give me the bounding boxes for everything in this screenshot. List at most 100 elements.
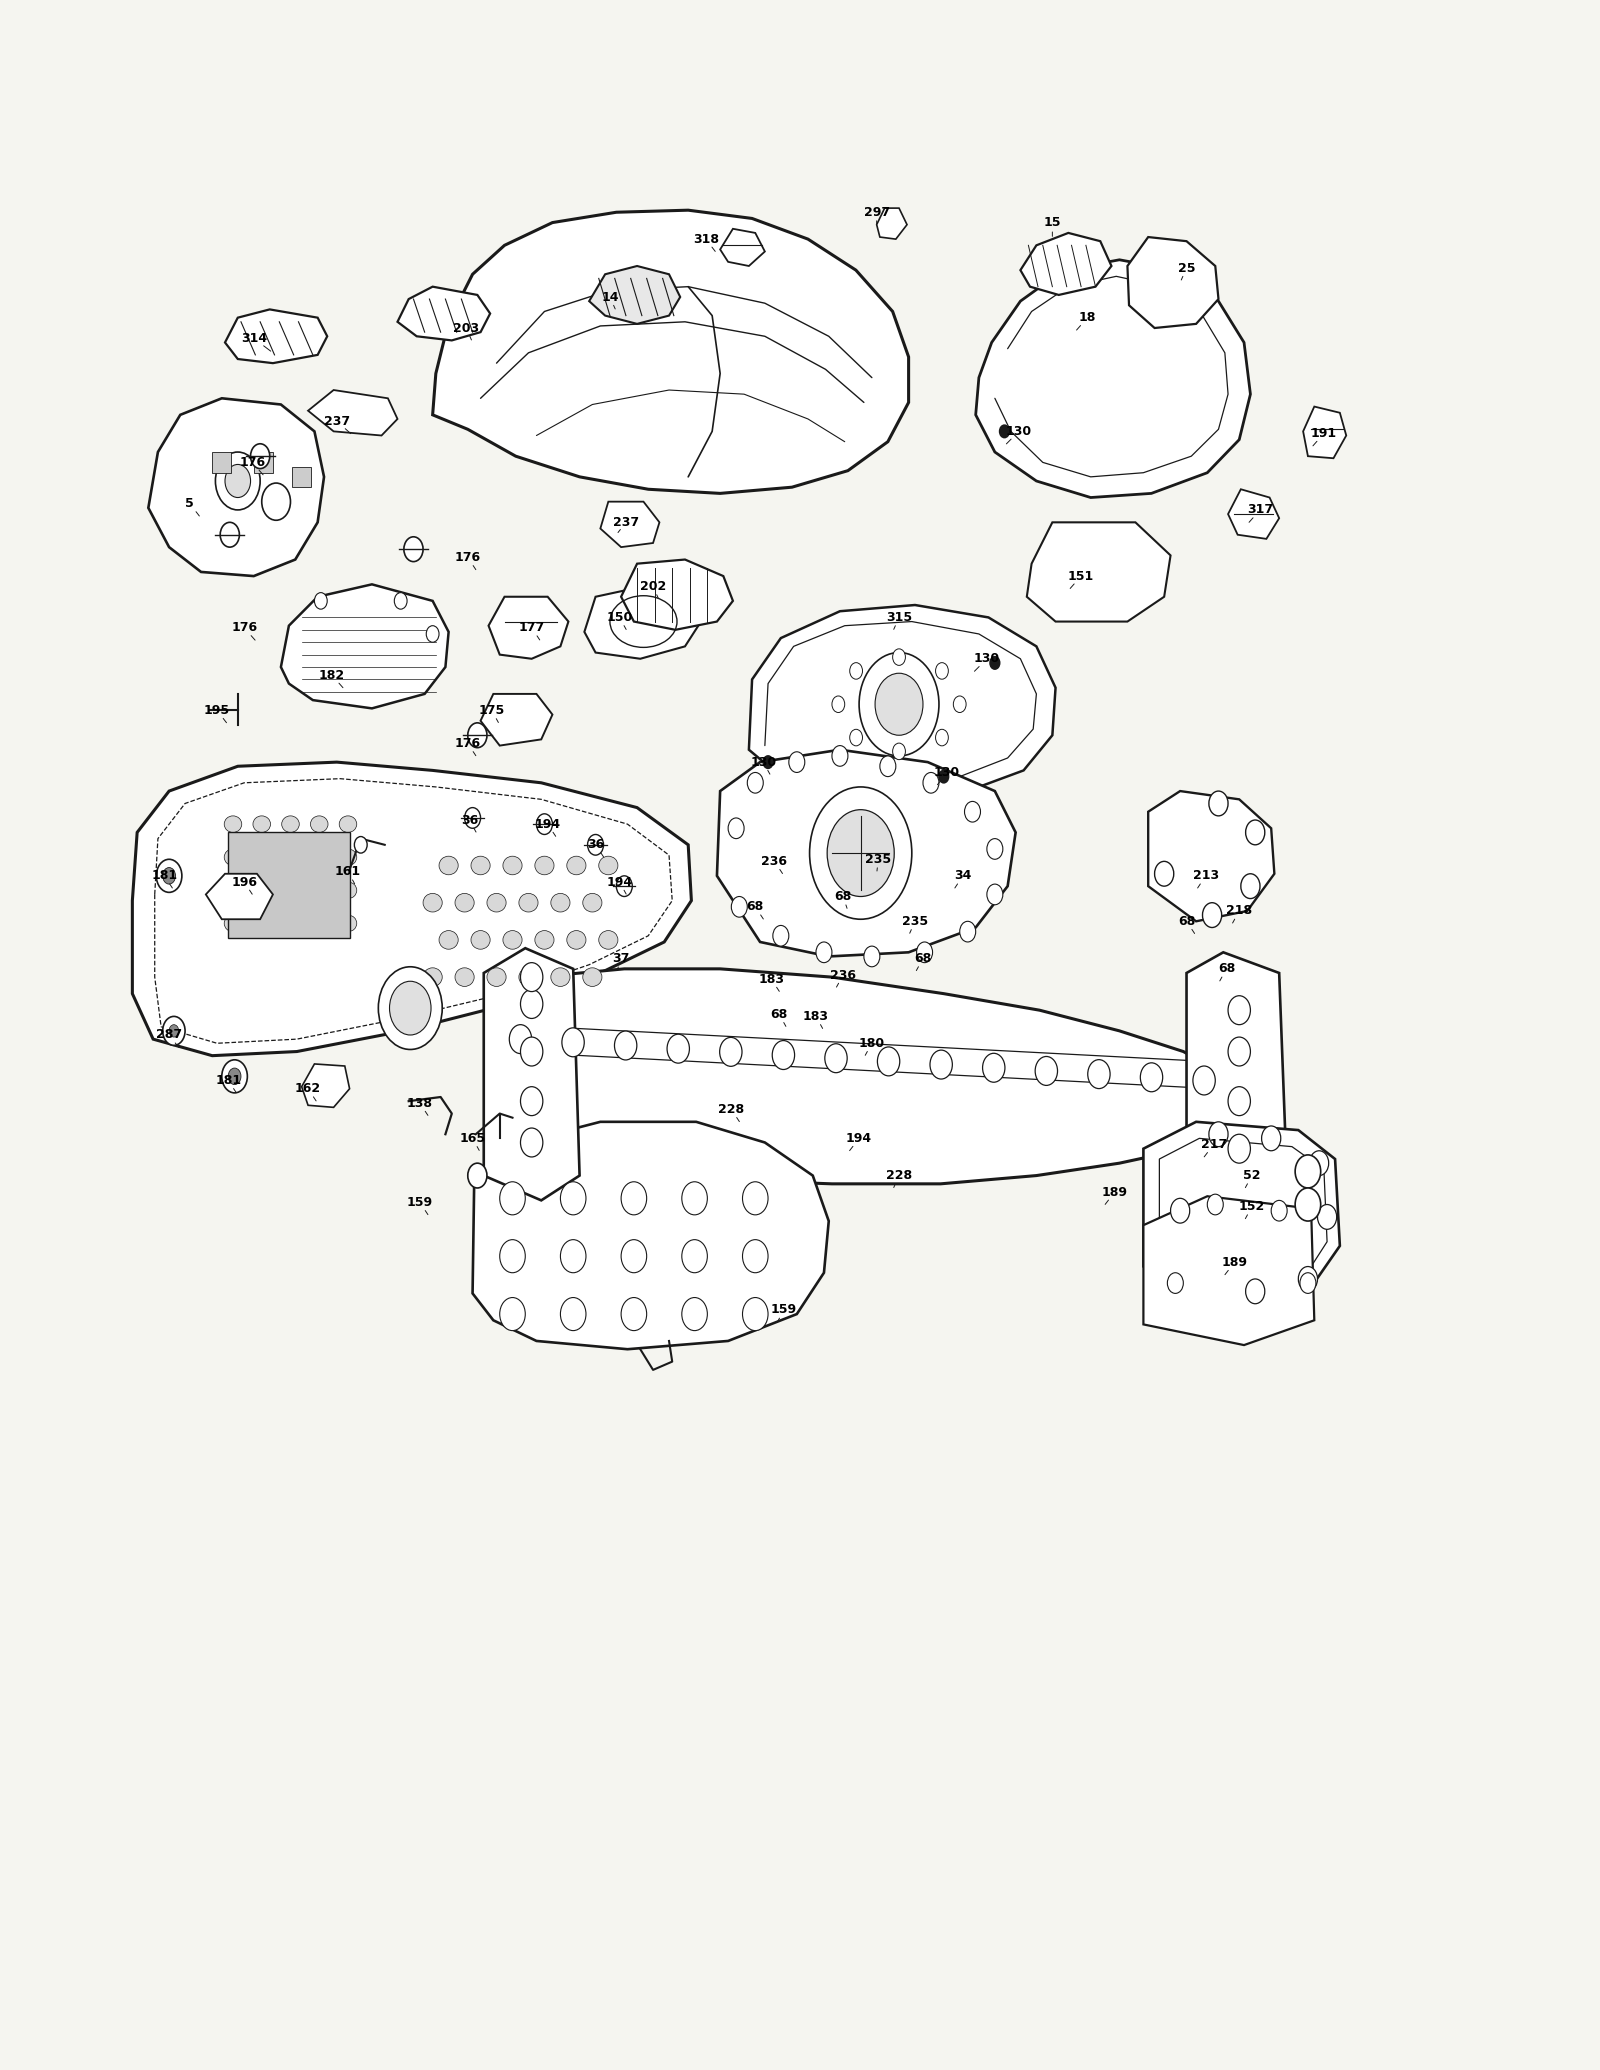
Circle shape: [816, 942, 832, 963]
Circle shape: [1229, 1087, 1251, 1116]
Text: 68: 68: [1218, 963, 1235, 975]
Circle shape: [216, 451, 261, 509]
Circle shape: [682, 1298, 707, 1331]
Polygon shape: [397, 286, 490, 339]
Text: 297: 297: [864, 205, 890, 219]
Circle shape: [1242, 874, 1261, 898]
Polygon shape: [432, 211, 909, 493]
Ellipse shape: [502, 857, 522, 876]
Circle shape: [930, 1049, 952, 1078]
Text: 314: 314: [240, 331, 267, 346]
Circle shape: [747, 772, 763, 793]
Polygon shape: [1021, 234, 1112, 294]
Text: 287: 287: [157, 1029, 182, 1041]
Ellipse shape: [438, 857, 458, 876]
Text: 202: 202: [640, 580, 666, 592]
Polygon shape: [584, 584, 701, 658]
Ellipse shape: [454, 894, 474, 913]
Circle shape: [1261, 1126, 1280, 1151]
Circle shape: [1299, 1273, 1315, 1294]
Polygon shape: [226, 308, 328, 362]
Polygon shape: [720, 230, 765, 265]
Polygon shape: [877, 209, 907, 240]
Text: 218: 218: [1226, 905, 1253, 917]
Ellipse shape: [534, 857, 554, 876]
Circle shape: [1294, 1155, 1320, 1188]
Text: 159: 159: [406, 1196, 434, 1209]
Ellipse shape: [339, 882, 357, 898]
Circle shape: [509, 1025, 531, 1054]
Text: 228: 228: [886, 1170, 912, 1182]
Ellipse shape: [582, 969, 602, 987]
Circle shape: [850, 729, 862, 745]
Circle shape: [990, 656, 1000, 669]
Polygon shape: [293, 466, 312, 486]
Polygon shape: [213, 451, 232, 472]
Circle shape: [1294, 1188, 1320, 1221]
Ellipse shape: [310, 849, 328, 865]
Circle shape: [1168, 1273, 1184, 1294]
Circle shape: [562, 1029, 584, 1058]
Ellipse shape: [253, 849, 270, 865]
Circle shape: [850, 662, 862, 679]
Text: 213: 213: [1192, 869, 1219, 882]
Text: 36: 36: [461, 814, 478, 826]
Circle shape: [1229, 1037, 1251, 1066]
Text: 36: 36: [587, 838, 605, 851]
Circle shape: [403, 536, 422, 561]
Circle shape: [880, 756, 896, 776]
Text: 196: 196: [230, 876, 258, 888]
Circle shape: [560, 1298, 586, 1331]
Polygon shape: [1187, 952, 1286, 1205]
Ellipse shape: [339, 915, 357, 932]
Circle shape: [923, 772, 939, 793]
Circle shape: [987, 838, 1003, 859]
Circle shape: [1246, 820, 1264, 845]
Text: 37: 37: [613, 952, 630, 965]
Circle shape: [773, 1041, 795, 1070]
Polygon shape: [749, 604, 1056, 797]
Polygon shape: [254, 451, 274, 472]
Polygon shape: [1128, 238, 1219, 327]
Circle shape: [939, 770, 949, 782]
Circle shape: [560, 1182, 586, 1215]
Text: 237: 237: [613, 515, 638, 528]
Ellipse shape: [598, 857, 618, 876]
Text: 175: 175: [478, 704, 506, 716]
Text: 152: 152: [1238, 1201, 1266, 1213]
Circle shape: [1309, 1151, 1328, 1176]
Circle shape: [621, 1298, 646, 1331]
Text: 151: 151: [1067, 569, 1094, 582]
Ellipse shape: [566, 932, 586, 950]
Circle shape: [864, 946, 880, 967]
Ellipse shape: [598, 932, 618, 950]
Circle shape: [1210, 791, 1229, 816]
Circle shape: [877, 1047, 899, 1076]
Circle shape: [1203, 903, 1222, 927]
Text: 183: 183: [803, 1010, 829, 1023]
Polygon shape: [149, 397, 325, 575]
Polygon shape: [1144, 1122, 1339, 1294]
Polygon shape: [976, 261, 1251, 497]
Circle shape: [221, 522, 240, 546]
Circle shape: [682, 1240, 707, 1273]
Ellipse shape: [224, 849, 242, 865]
Polygon shape: [1144, 1196, 1314, 1346]
Text: 194: 194: [606, 876, 632, 888]
Text: 235: 235: [902, 915, 928, 927]
Circle shape: [667, 1035, 690, 1064]
Circle shape: [616, 876, 632, 896]
Circle shape: [1270, 1201, 1286, 1221]
Ellipse shape: [422, 969, 442, 987]
Text: 203: 203: [453, 321, 480, 335]
Polygon shape: [483, 948, 579, 1201]
Circle shape: [1246, 1279, 1264, 1304]
Circle shape: [875, 673, 923, 735]
Text: 25: 25: [1178, 261, 1195, 275]
Text: 180: 180: [859, 1037, 885, 1049]
Polygon shape: [206, 874, 274, 919]
Circle shape: [832, 745, 848, 766]
Text: 177: 177: [518, 621, 544, 633]
Ellipse shape: [282, 849, 299, 865]
Circle shape: [520, 963, 542, 992]
